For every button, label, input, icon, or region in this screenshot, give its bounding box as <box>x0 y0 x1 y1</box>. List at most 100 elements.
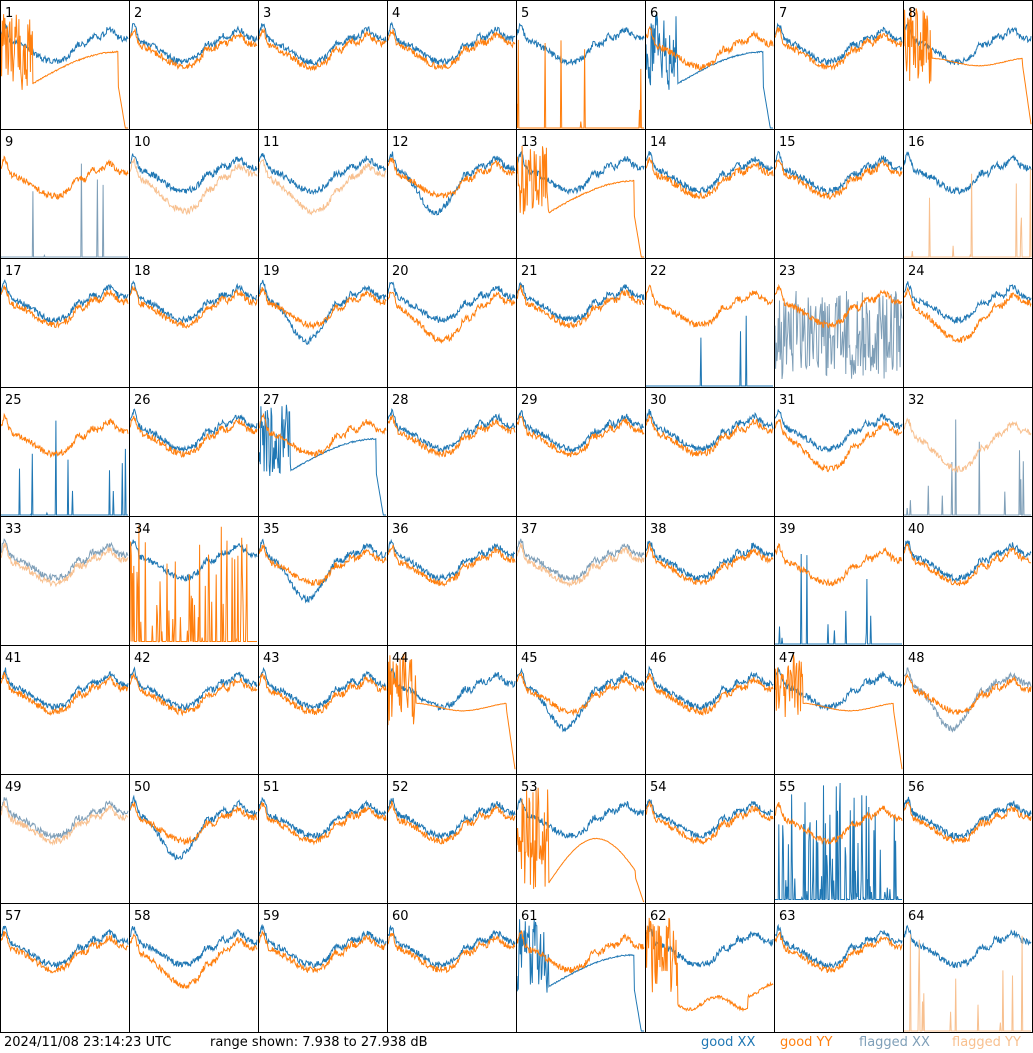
series-yy-36 <box>387 544 516 587</box>
series-yy-32 <box>903 417 1032 473</box>
panel-45: 45 <box>516 645 646 775</box>
series-yy-48 <box>903 674 1032 715</box>
panel-frame <box>516 0 646 130</box>
series-yy-11 <box>258 158 387 216</box>
series-xx-34 <box>129 539 258 582</box>
series-yy-52 <box>387 800 516 845</box>
panel-label: 7 <box>779 6 787 21</box>
series-yy-61 <box>516 930 645 974</box>
panel-label: 29 <box>521 393 538 408</box>
series-yy-40 <box>903 543 1032 587</box>
series-xx-59 <box>258 923 387 969</box>
series-xx-25 <box>1 420 128 517</box>
panel-51: 51 <box>258 774 388 904</box>
series-yy-53 <box>516 787 645 903</box>
series-yy-31 <box>774 419 903 473</box>
panel-label: 1 <box>5 6 13 21</box>
series-yy-59 <box>258 930 387 974</box>
series-xx-41 <box>0 667 129 711</box>
series-yy-55 <box>774 802 903 846</box>
series-xx-22 <box>646 315 773 387</box>
series-xx-39 <box>775 553 902 645</box>
panel-label: 35 <box>263 522 280 537</box>
panel-label: 38 <box>650 522 667 537</box>
panel-32: 32 <box>903 387 1033 517</box>
panel-label: 54 <box>650 780 667 795</box>
panel-label: 3 <box>263 6 271 21</box>
panel-label: 60 <box>392 909 409 924</box>
panel-58: 58 <box>129 903 259 1033</box>
series-yy-27 <box>258 412 387 459</box>
panel-39: 39 <box>774 516 904 646</box>
series-xx-33 <box>0 538 129 582</box>
panel-12: 12 <box>387 129 517 259</box>
panel-7: 7 <box>774 0 904 130</box>
panel-19: 19 <box>258 258 388 388</box>
series-xx-17 <box>0 279 129 325</box>
panel-label: 37 <box>521 522 538 537</box>
series-yy-25 <box>0 412 129 459</box>
series-xx-19 <box>258 279 387 345</box>
series-yy-64 <box>904 934 1031 1032</box>
panel-50: 50 <box>129 774 259 904</box>
series-xx-20 <box>387 281 516 323</box>
panel-57: 57 <box>0 903 130 1033</box>
series-xx-35 <box>258 538 387 604</box>
series-xx-4 <box>387 21 516 66</box>
panel-frame <box>258 0 388 130</box>
panel-label: 50 <box>134 780 151 795</box>
series-yy-58 <box>129 933 258 990</box>
series-xx-43 <box>258 666 387 711</box>
panel-20: 20 <box>387 258 517 388</box>
panel-44: 44 <box>387 645 517 775</box>
series-yy-4 <box>387 29 516 71</box>
panel-21: 21 <box>516 258 646 388</box>
series-yy-15 <box>774 158 903 201</box>
series-xx-30 <box>645 409 774 453</box>
series-xx-26 <box>129 408 258 453</box>
series-xx-24 <box>903 281 1032 325</box>
series-xx-49 <box>0 796 129 841</box>
panel-6: 6 <box>645 0 775 130</box>
panel-label: 32 <box>908 393 925 408</box>
panel-label: 57 <box>5 909 22 924</box>
panel-label: 42 <box>134 651 151 666</box>
panel-17: 17 <box>0 258 130 388</box>
panel-25: 25 <box>0 387 130 517</box>
panel-63: 63 <box>774 903 904 1033</box>
panel-5: 5 <box>516 0 646 130</box>
series-yy-13 <box>516 145 644 258</box>
series-yy-62 <box>645 917 774 1012</box>
series-yy-41 <box>0 672 129 716</box>
panel-34: 34 <box>129 516 259 646</box>
series-yy-10 <box>129 157 258 216</box>
panel-9: 9 <box>0 129 130 259</box>
series-xx-8 <box>903 21 1032 66</box>
series-xx-37 <box>516 538 645 582</box>
panel-frame <box>774 0 904 130</box>
series-xx-46 <box>645 665 774 712</box>
panel-label: 26 <box>134 393 151 408</box>
series-xx-61 <box>516 919 644 1032</box>
panel-48: 48 <box>903 645 1033 775</box>
panel-10: 10 <box>129 129 259 259</box>
series-xx-36 <box>387 538 515 583</box>
panel-label: 43 <box>263 651 280 666</box>
range-text: range shown: 7.938 to 27.938 dB <box>210 1035 428 1050</box>
series-yy-5 <box>516 39 644 129</box>
series-yy-24 <box>903 286 1032 344</box>
panel-label: 13 <box>521 135 538 150</box>
panel-label: 18 <box>134 264 151 279</box>
panel-30: 30 <box>645 387 775 517</box>
series-xx-28 <box>387 408 516 453</box>
panel-label: 59 <box>263 909 280 924</box>
series-xx-42 <box>129 666 258 712</box>
panel-14: 14 <box>645 129 775 259</box>
series-xx-11 <box>258 153 387 196</box>
panel-16: 16 <box>903 129 1033 259</box>
panel-35: 35 <box>258 516 388 646</box>
series-xx-10 <box>129 153 258 194</box>
series-xx-54 <box>645 799 774 839</box>
panel-2: 2 <box>129 0 259 130</box>
panel-47: 47 <box>774 645 904 775</box>
